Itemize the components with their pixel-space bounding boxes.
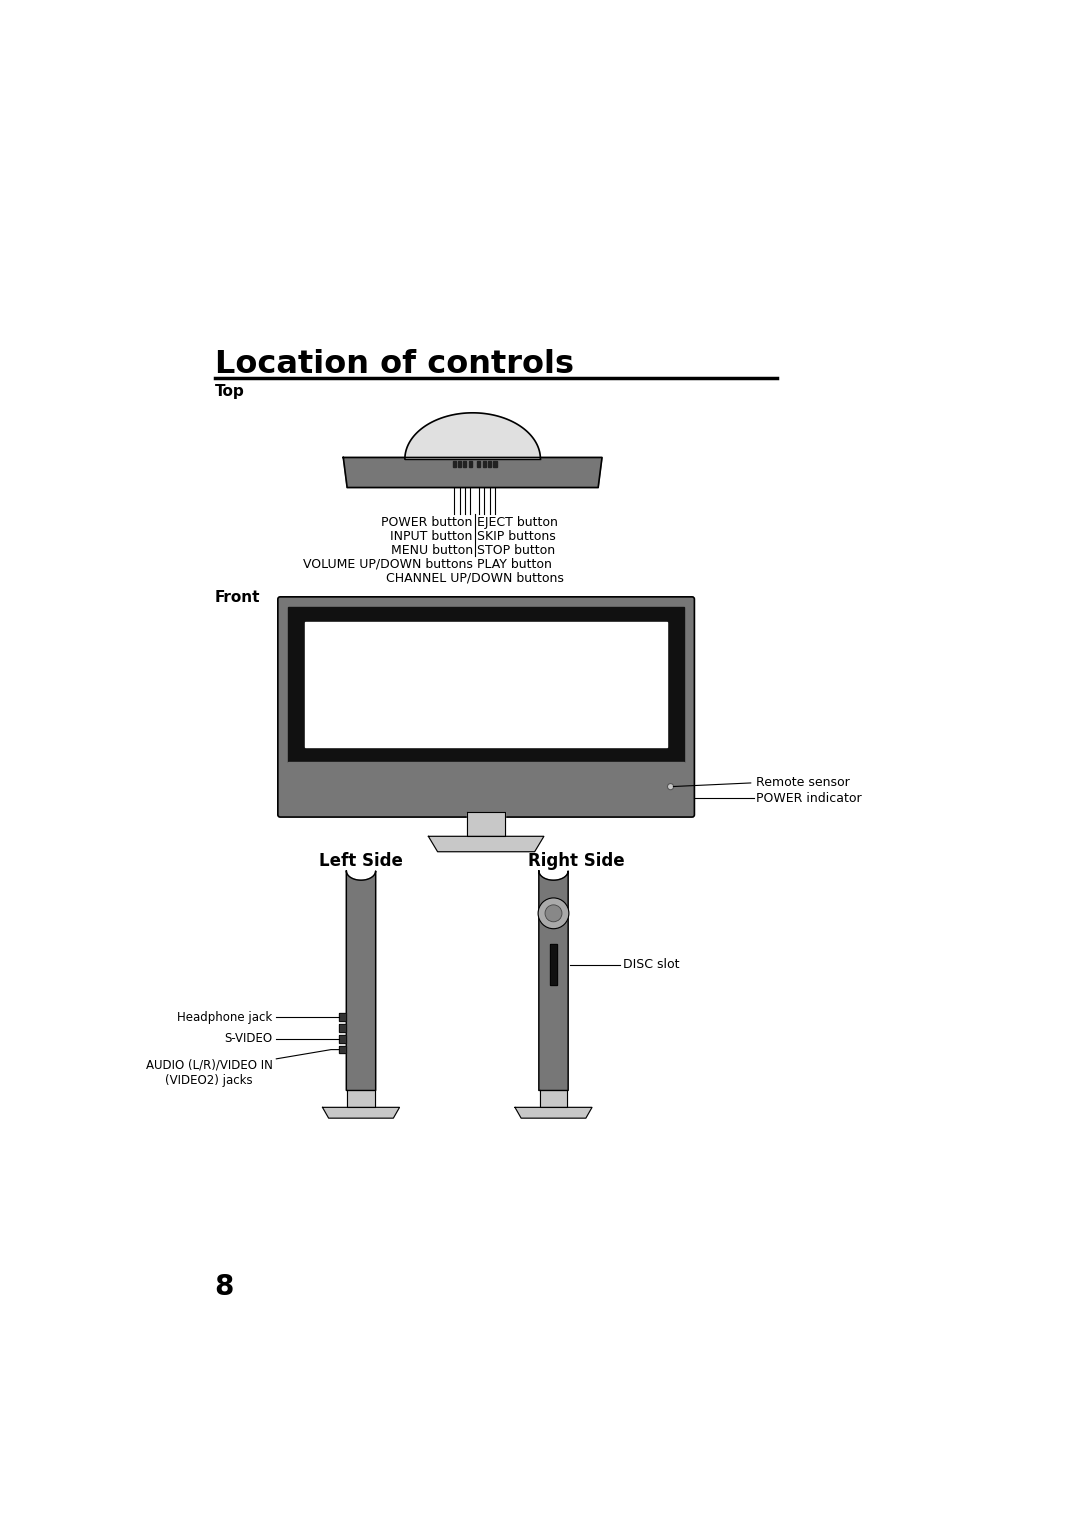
Text: Location of controls: Location of controls	[215, 348, 573, 380]
Text: MENU button: MENU button	[391, 544, 473, 556]
Polygon shape	[429, 836, 544, 851]
Text: Right Side: Right Side	[528, 851, 625, 869]
Polygon shape	[483, 460, 486, 466]
Text: AUDIO (L/R)/VIDEO IN
(VIDEO2) jacks: AUDIO (L/R)/VIDEO IN (VIDEO2) jacks	[146, 1059, 272, 1086]
Polygon shape	[339, 1024, 347, 1031]
Text: DISC slot: DISC slot	[623, 958, 679, 970]
Text: 8: 8	[215, 1273, 234, 1300]
Polygon shape	[288, 762, 685, 811]
Polygon shape	[453, 460, 456, 466]
Polygon shape	[540, 1091, 567, 1108]
Text: Top: Top	[215, 384, 244, 399]
Text: SKIP buttons: SKIP buttons	[477, 530, 556, 542]
Polygon shape	[339, 1034, 347, 1042]
Text: Front: Front	[215, 590, 260, 605]
Polygon shape	[469, 460, 472, 466]
Polygon shape	[339, 1045, 347, 1053]
Polygon shape	[405, 413, 540, 458]
Polygon shape	[305, 622, 667, 747]
Text: CHANNEL UP/DOWN buttons: CHANNEL UP/DOWN buttons	[386, 571, 564, 584]
Polygon shape	[347, 871, 376, 1091]
Text: POWER indicator: POWER indicator	[756, 792, 862, 805]
Text: POWER button: POWER button	[381, 516, 473, 529]
Polygon shape	[467, 813, 505, 836]
Text: VOLUME UP/DOWN buttons: VOLUME UP/DOWN buttons	[302, 558, 473, 570]
Text: STOP button: STOP button	[477, 544, 555, 556]
Polygon shape	[477, 460, 481, 466]
Circle shape	[538, 898, 569, 929]
Circle shape	[545, 905, 562, 921]
Polygon shape	[288, 607, 685, 762]
Polygon shape	[323, 1108, 400, 1118]
Text: INPUT button: INPUT button	[390, 530, 473, 542]
Text: PLAY button: PLAY button	[477, 558, 552, 570]
Text: EJECT button: EJECT button	[477, 516, 558, 529]
Text: Remote sensor: Remote sensor	[756, 776, 850, 790]
Circle shape	[667, 784, 674, 790]
Polygon shape	[463, 460, 467, 466]
Polygon shape	[339, 1013, 347, 1021]
Polygon shape	[551, 944, 556, 986]
Polygon shape	[347, 1091, 375, 1108]
Polygon shape	[494, 460, 497, 466]
Text: S-VIDEO: S-VIDEO	[225, 1033, 272, 1045]
Polygon shape	[539, 871, 568, 1091]
Text: Headphone jack: Headphone jack	[177, 1010, 272, 1024]
FancyBboxPatch shape	[278, 597, 694, 817]
Polygon shape	[515, 1108, 592, 1118]
Polygon shape	[343, 457, 602, 487]
Text: Left Side: Left Side	[319, 851, 403, 869]
Polygon shape	[488, 460, 491, 466]
Polygon shape	[458, 460, 461, 466]
